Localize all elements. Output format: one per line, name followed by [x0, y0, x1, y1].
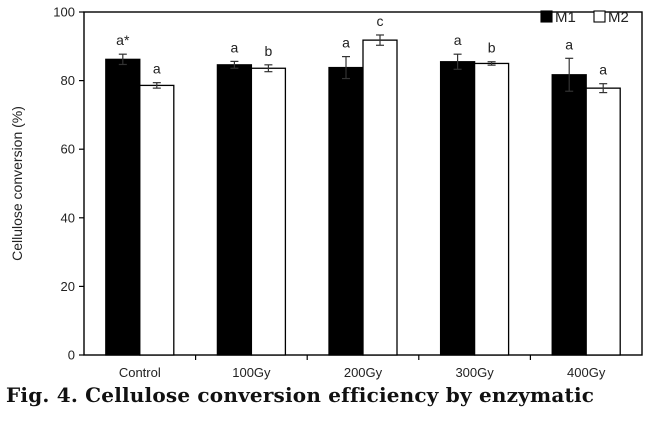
bar-m2: [473, 62, 510, 356]
y-tick-label: 0: [68, 348, 75, 363]
significance-label: c: [377, 13, 384, 29]
chart-error-bars: [118, 34, 608, 94]
significance-label: b: [488, 40, 496, 56]
significance-label: a: [599, 62, 607, 78]
significance-label: a: [454, 32, 462, 48]
x-tick-label: 300Gy: [455, 365, 494, 380]
significance-label: a: [231, 39, 239, 55]
bar-m2: [139, 84, 175, 356]
bar-m1: [105, 58, 141, 356]
chart-axes: 0 20 40 60 80 100 Cellulose conversion (%) Cont…: [9, 5, 643, 380]
y-axis-title: Cellulose conversion (%): [9, 106, 25, 261]
bar-m1: [328, 66, 364, 356]
x-tick-label: 100Gy: [232, 365, 271, 380]
y-tick-label: 20: [61, 279, 75, 294]
bar-m1: [216, 64, 253, 356]
x-tick-label: 200Gy: [344, 365, 383, 380]
bar-chart: 0 20 40 60 80 100 Cellulose conversion (%) Cont…: [9, 5, 643, 380]
legend-label-m2: M2: [608, 9, 629, 26]
x-tick-label: 400Gy: [567, 365, 606, 380]
x-tick-label: Control: [119, 365, 161, 380]
significance-label: b: [265, 43, 273, 59]
legend-label-m1: M1: [555, 9, 576, 26]
significance-label: a: [565, 36, 573, 52]
significance-label: a: [153, 61, 161, 77]
bar-m2: [250, 67, 287, 356]
bar-m2: [585, 87, 621, 356]
chart-significance-labels: a* a a b a c a b a a: [116, 13, 607, 78]
y-tick-label: 60: [61, 142, 75, 157]
chart-bars: [105, 39, 621, 356]
y-tick-label: 40: [61, 210, 75, 225]
legend-swatch-m2: [593, 10, 606, 23]
bar-m1: [439, 61, 476, 356]
bar-m2: [362, 39, 398, 356]
bar-m1: [551, 74, 587, 356]
legend-swatch-m1: [540, 10, 553, 23]
significance-label: a*: [116, 32, 130, 48]
y-tick-label: 80: [61, 73, 75, 88]
significance-label: a: [342, 35, 350, 51]
chart-legend: M1 M2: [540, 9, 629, 26]
figure-caption: Fig. 4. Cellulose conversion efficiency …: [6, 383, 595, 407]
y-tick-label: 100: [53, 5, 75, 20]
